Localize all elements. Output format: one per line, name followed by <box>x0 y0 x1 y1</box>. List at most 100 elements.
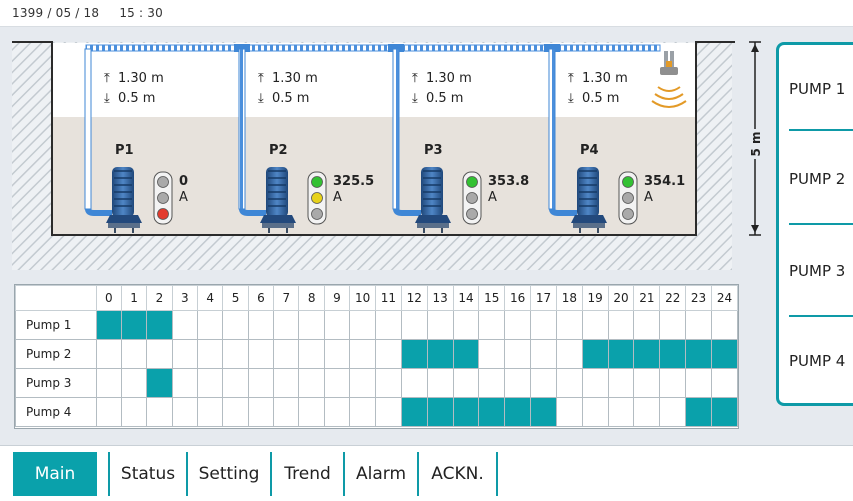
schedule-cell[interactable] <box>298 397 325 427</box>
pump-icon[interactable] <box>260 167 296 233</box>
schedule-cell[interactable] <box>555 397 583 427</box>
schedule-cell[interactable] <box>607 397 635 427</box>
schedule-cell[interactable] <box>171 339 199 369</box>
schedule-cell[interactable] <box>222 397 249 427</box>
schedule-cell[interactable] <box>607 368 635 398</box>
schedule-cell[interactable] <box>197 339 224 369</box>
schedule-cell[interactable] <box>710 310 739 340</box>
schedule-cell[interactable] <box>375 339 402 369</box>
schedule-cell[interactable] <box>323 310 351 340</box>
schedule-cell[interactable] <box>530 368 557 398</box>
schedule-cell[interactable] <box>120 339 148 369</box>
schedule-cell[interactable] <box>607 310 635 340</box>
tab-main[interactable]: Main <box>13 452 97 496</box>
schedule-cell[interactable] <box>120 310 148 340</box>
schedule-cell[interactable] <box>504 397 532 427</box>
schedule-cell[interactable] <box>273 397 300 427</box>
schedule-cell[interactable] <box>273 310 300 340</box>
schedule-cell[interactable] <box>197 310 224 340</box>
schedule-cell[interactable] <box>197 397 224 427</box>
schedule-cell[interactable] <box>120 397 148 427</box>
schedule-cell[interactable] <box>685 397 712 427</box>
schedule-cell[interactable] <box>298 368 325 398</box>
pump-icon[interactable] <box>415 167 451 233</box>
schedule-cell[interactable] <box>607 339 635 369</box>
schedule-cell[interactable] <box>478 310 506 340</box>
schedule-cell[interactable] <box>633 310 661 340</box>
schedule-cell[interactable] <box>426 397 454 427</box>
schedule-cell[interactable] <box>375 368 402 398</box>
schedule-cell[interactable] <box>323 397 351 427</box>
schedule-cell[interactable] <box>400 368 428 398</box>
pump1-button[interactable]: PUMP 1 <box>789 80 846 98</box>
schedule-cell[interactable] <box>659 339 687 369</box>
pump3-button[interactable]: PUMP 3 <box>789 262 846 280</box>
schedule-cell[interactable] <box>298 310 325 340</box>
schedule-cell[interactable] <box>400 397 428 427</box>
schedule-cell[interactable] <box>452 368 480 398</box>
schedule-cell[interactable] <box>685 368 712 398</box>
schedule-cell[interactable] <box>659 397 687 427</box>
schedule-cell[interactable] <box>247 368 275 398</box>
schedule-cell[interactable] <box>581 339 609 369</box>
schedule-cell[interactable] <box>581 310 609 340</box>
schedule-cell[interactable] <box>530 310 557 340</box>
schedule-cell[interactable] <box>247 397 275 427</box>
schedule-cell[interactable] <box>95 339 122 369</box>
schedule-cell[interactable] <box>222 368 249 398</box>
schedule-cell[interactable] <box>685 339 712 369</box>
tab-status[interactable]: Status <box>108 452 188 496</box>
schedule-cell[interactable] <box>375 397 402 427</box>
schedule-cell[interactable] <box>659 310 687 340</box>
schedule-cell[interactable] <box>633 339 661 369</box>
pump4-button[interactable]: PUMP 4 <box>789 352 846 370</box>
schedule-cell[interactable] <box>273 368 300 398</box>
schedule-cell[interactable] <box>426 339 454 369</box>
schedule-cell[interactable] <box>146 397 173 427</box>
schedule-cell[interactable] <box>298 339 325 369</box>
schedule-cell[interactable] <box>426 310 454 340</box>
schedule-cell[interactable] <box>146 339 173 369</box>
schedule-cell[interactable] <box>247 310 275 340</box>
schedule-cell[interactable] <box>171 368 199 398</box>
schedule-cell[interactable] <box>323 368 351 398</box>
schedule-cell[interactable] <box>120 368 148 398</box>
schedule-cell[interactable] <box>555 310 583 340</box>
schedule-cell[interactable] <box>685 310 712 340</box>
pump2-button[interactable]: PUMP 2 <box>789 170 846 188</box>
schedule-cell[interactable] <box>478 397 506 427</box>
schedule-cell[interactable] <box>375 310 402 340</box>
schedule-cell[interactable] <box>555 339 583 369</box>
schedule-cell[interactable] <box>633 368 661 398</box>
schedule-cell[interactable] <box>349 397 377 427</box>
pump-icon[interactable] <box>571 167 607 233</box>
schedule-cell[interactable] <box>400 339 428 369</box>
schedule-cell[interactable] <box>247 339 275 369</box>
schedule-cell[interactable] <box>478 368 506 398</box>
schedule-cell[interactable] <box>197 368 224 398</box>
schedule-cell[interactable] <box>710 397 739 427</box>
schedule-cell[interactable] <box>710 339 739 369</box>
schedule-cell[interactable] <box>452 339 480 369</box>
schedule-cell[interactable] <box>400 310 428 340</box>
schedule-cell[interactable] <box>581 397 609 427</box>
schedule-cell[interactable] <box>504 310 532 340</box>
schedule-cell[interactable] <box>95 397 122 427</box>
schedule-cell[interactable] <box>171 397 199 427</box>
schedule-cell[interactable] <box>95 310 122 340</box>
schedule-cell[interactable] <box>452 397 480 427</box>
schedule-cell[interactable] <box>530 339 557 369</box>
schedule-cell[interactable] <box>504 339 532 369</box>
tab-setting[interactable]: Setting <box>188 452 272 496</box>
tab-ackn[interactable]: ACKN. <box>419 452 498 496</box>
schedule-cell[interactable] <box>171 310 199 340</box>
schedule-cell[interactable] <box>273 339 300 369</box>
schedule-cell[interactable] <box>478 339 506 369</box>
schedule-cell[interactable] <box>323 339 351 369</box>
schedule-cell[interactable] <box>452 310 480 340</box>
schedule-cell[interactable] <box>426 368 454 398</box>
schedule-cell[interactable] <box>710 368 739 398</box>
schedule-cell[interactable] <box>146 310 173 340</box>
tab-alarm[interactable]: Alarm <box>345 452 419 496</box>
schedule-cell[interactable] <box>504 368 532 398</box>
